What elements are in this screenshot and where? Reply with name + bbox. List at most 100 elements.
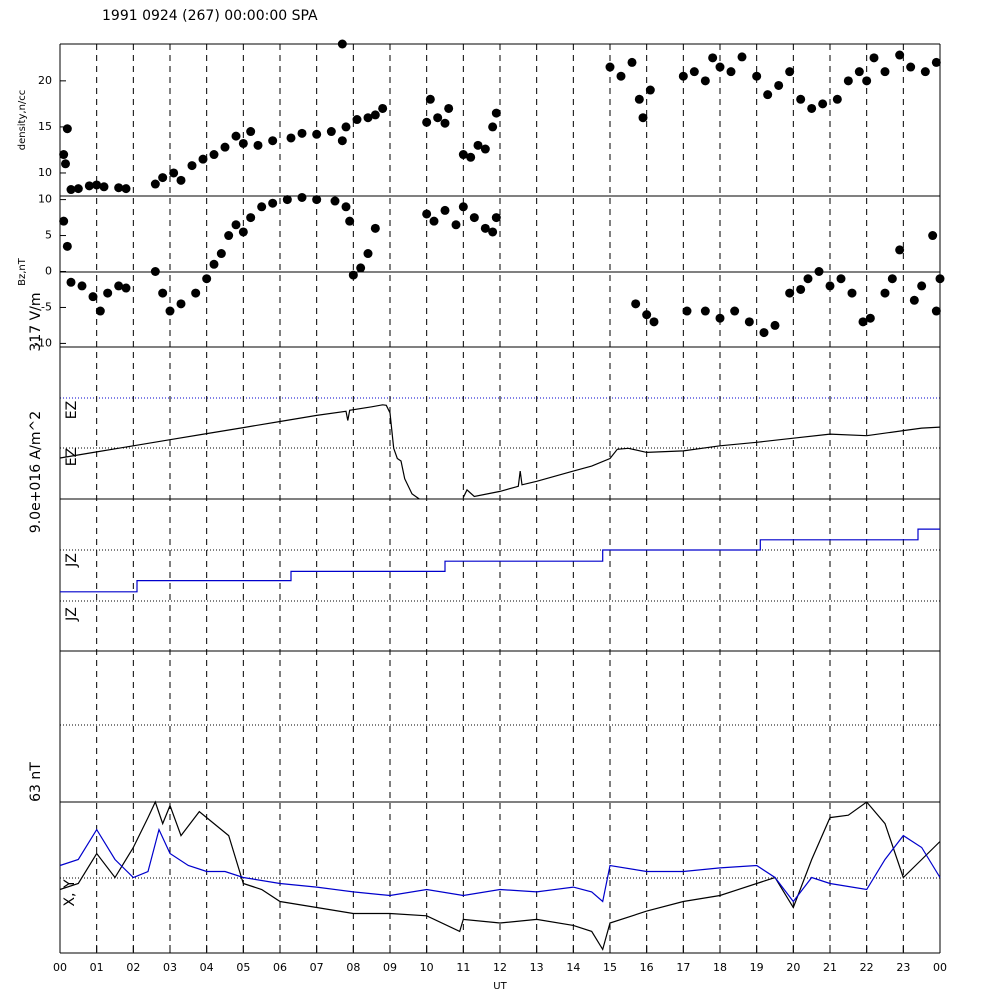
y-tick-label: 5 [45, 229, 52, 242]
data-point [700, 76, 710, 86]
data-point [253, 140, 263, 150]
data-point [488, 227, 498, 237]
x-tick-label: 16 [640, 961, 654, 974]
data-point [341, 122, 351, 132]
data-line [59, 827, 941, 903]
data-point [466, 152, 476, 162]
x-tick-label: 05 [236, 961, 250, 974]
data-point [246, 213, 256, 223]
x-tick-label: 17 [676, 961, 690, 974]
x-tick-label: 12 [493, 961, 507, 974]
data-point [678, 71, 688, 81]
x-tick-label: 00 [933, 961, 947, 974]
data-point [803, 274, 813, 284]
data-point [715, 62, 725, 72]
data-line [59, 404, 941, 500]
data-point [198, 154, 208, 164]
data-point [895, 245, 905, 255]
chart-title: 1991 0924 (267) 00:00:00 SPA [102, 8, 318, 24]
data-point [928, 231, 938, 241]
series-label: X, Y [62, 879, 78, 906]
y-tick-label: -10 [34, 336, 52, 349]
x-tick-label: 02 [126, 961, 140, 974]
data-point [726, 67, 736, 77]
data-point [92, 180, 102, 190]
data-point [627, 57, 637, 67]
data-point [433, 113, 443, 123]
data-point [796, 284, 806, 294]
data-point [895, 50, 905, 60]
data-point [158, 288, 168, 298]
data-point [66, 277, 76, 287]
data-point [631, 299, 641, 309]
data-point [770, 320, 780, 330]
data-point [715, 313, 725, 323]
data-point [246, 127, 256, 137]
data-point [99, 182, 109, 192]
data-point [458, 150, 468, 160]
data-point [312, 195, 322, 205]
data-point [59, 216, 69, 226]
data-point [488, 122, 498, 132]
data-point [887, 274, 897, 284]
data-point [429, 216, 439, 226]
data-point [169, 168, 179, 178]
x-tick-label: 20 [786, 961, 800, 974]
data-point [337, 39, 347, 49]
x-tick-label: 14 [566, 961, 580, 974]
data-point [763, 90, 773, 100]
data-point [906, 62, 916, 72]
data-point [356, 263, 366, 273]
data-point [286, 133, 296, 143]
y-axis-label: Bz,nT [17, 257, 28, 286]
data-point [634, 94, 644, 104]
data-point [847, 288, 857, 298]
data-point [480, 144, 490, 154]
data-point [341, 202, 351, 212]
data-point [832, 94, 842, 104]
data-point [370, 110, 380, 120]
data-point [752, 71, 762, 81]
data-point [469, 213, 479, 223]
data-point [440, 118, 450, 128]
data-point [238, 138, 248, 148]
data-point [231, 131, 241, 141]
data-point [605, 62, 615, 72]
x-tick-label: 10 [420, 961, 434, 974]
data-point [931, 306, 941, 316]
data-point [491, 213, 501, 223]
data-point [62, 241, 72, 251]
data-point [818, 99, 828, 109]
data-point [444, 103, 454, 113]
data-point [491, 108, 501, 118]
data-point [66, 185, 76, 195]
x-tick-label: 11 [456, 961, 470, 974]
y-axis-label: 317 V/m [28, 292, 44, 351]
data-point [114, 183, 124, 193]
y-axis-label: 63 nT [28, 762, 44, 802]
data-point [843, 76, 853, 86]
data-point [150, 267, 160, 276]
data-point [95, 306, 105, 316]
data-point [649, 317, 659, 327]
y-tick-label: 15 [38, 120, 52, 133]
data-point [880, 288, 890, 298]
data-point [440, 205, 450, 215]
data-point [458, 202, 468, 212]
data-point [231, 220, 241, 230]
data-point [473, 140, 483, 150]
data-point [616, 71, 626, 81]
data-point [737, 52, 747, 62]
x-tick-label: 07 [310, 961, 324, 974]
series-label: JZ [64, 553, 80, 568]
data-point [378, 103, 388, 113]
x-tick-label: 13 [530, 961, 544, 974]
y-axis-label: density,n/cc [17, 90, 28, 151]
data-point [796, 94, 806, 104]
data-point [814, 267, 824, 276]
data-point [84, 181, 94, 191]
data-point [330, 196, 340, 206]
data-point [642, 310, 652, 320]
y-tick-label: 0 [45, 265, 52, 278]
data-point [224, 231, 234, 241]
